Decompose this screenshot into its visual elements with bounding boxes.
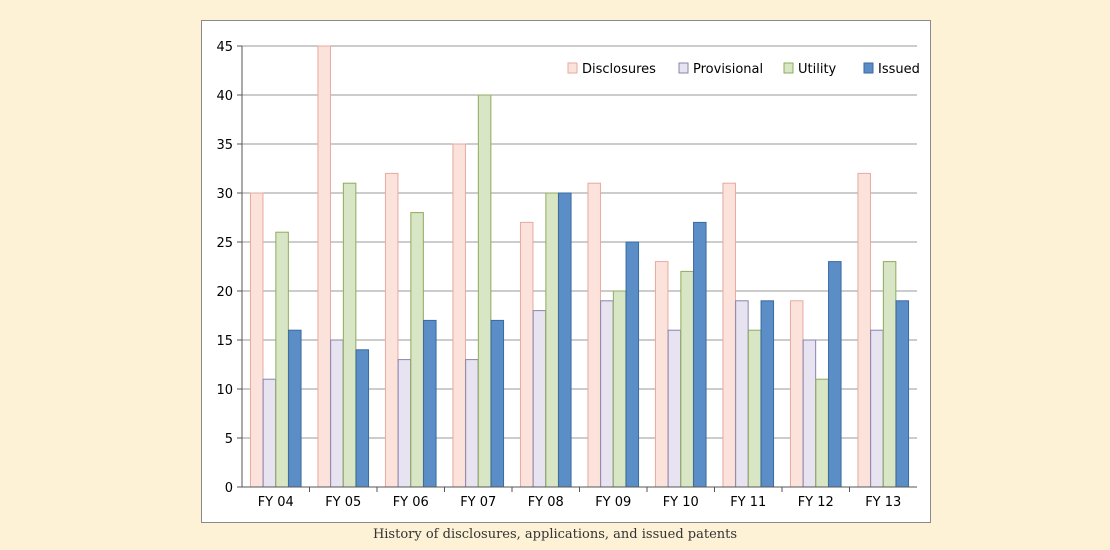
bar-disclosures-fy07 xyxy=(452,143,466,488)
bar-utility-fy09 xyxy=(612,290,627,488)
bar-provisional-fy11 xyxy=(735,300,749,488)
bar-issued-fy06 xyxy=(423,319,437,488)
legend-swatch-provisional xyxy=(678,62,689,74)
bar-issued-fy11 xyxy=(760,300,775,488)
bar-provisional-fy06 xyxy=(397,359,412,488)
bar-disclosures-fy08 xyxy=(519,221,534,488)
x-tick-label: FY 12 xyxy=(798,495,834,510)
bar-utility-fy06 xyxy=(410,212,424,488)
bar-disclosures-fy13 xyxy=(857,172,871,488)
bar-issued-fy13 xyxy=(895,300,910,488)
bar-utility-fy04 xyxy=(275,231,289,488)
y-tick-label: 30 xyxy=(216,187,233,202)
bar-disclosures-fy06 xyxy=(384,172,399,488)
x-tick-label: FY 07 xyxy=(460,495,496,510)
bar-provisional-fy07 xyxy=(465,359,479,488)
bar-disclosures-fy05 xyxy=(317,45,331,488)
bar-issued-fy05 xyxy=(355,349,370,488)
bar-disclosures-fy04 xyxy=(249,192,264,488)
x-tick-label: FY 05 xyxy=(325,495,361,510)
bar-disclosures-fy11 xyxy=(722,182,736,488)
figure-caption: History of disclosures, applications, an… xyxy=(372,527,738,542)
legend-swatch-utility xyxy=(783,62,794,74)
y-tick-label: 20 xyxy=(216,285,233,300)
bar-provisional-fy08 xyxy=(532,310,547,488)
bar-utility-fy13 xyxy=(882,261,897,488)
bar-disclosures-fy09 xyxy=(587,182,601,488)
bar-provisional-fy13 xyxy=(870,329,884,488)
bar-provisional-fy05 xyxy=(330,339,344,488)
bar-provisional-fy09 xyxy=(600,300,614,488)
bar-issued-fy08 xyxy=(558,192,572,488)
x-tick-label: FY 13 xyxy=(865,495,901,510)
legend-label-disclosures: Disclosures xyxy=(582,62,656,77)
bar-chart: 0 5 10 15 20 25 30 35 40 45 FY 04 FY 05 FY 06 FY 07 FY… xyxy=(216,40,920,510)
bar-disclosures-fy12 xyxy=(789,300,804,488)
y-tick-label: 25 xyxy=(216,236,233,251)
bar-issued-fy10 xyxy=(693,221,707,488)
x-tick-label: FY 09 xyxy=(595,495,631,510)
y-tick-label: 10 xyxy=(216,383,233,398)
bar-provisional-fy04 xyxy=(262,378,277,488)
y-tick-label: 40 xyxy=(216,89,233,104)
x-tick-label: FY 04 xyxy=(258,495,294,510)
y-tick-label: 5 xyxy=(225,432,233,447)
legend-label-provisional: Provisional xyxy=(693,62,763,77)
x-tick-label: FY 11 xyxy=(730,495,766,510)
legend-label-utility: Utility xyxy=(798,62,837,77)
y-tick-label: 45 xyxy=(216,40,233,55)
bar-utility-fy08 xyxy=(545,192,559,488)
y-tick-label: 35 xyxy=(216,138,233,153)
bar-issued-fy12 xyxy=(828,261,842,488)
chart-panel: 0 5 10 15 20 25 30 35 40 45 FY 04 FY 05 FY 06 FY 07 FY… xyxy=(201,20,931,523)
x-tick-label: FY 08 xyxy=(528,495,564,510)
y-tick-label: 0 xyxy=(225,481,233,496)
bar-utility-fy07 xyxy=(477,94,492,488)
legend: Disclosures Provisional Utility Issued xyxy=(567,62,920,77)
bar-issued-fy07 xyxy=(490,319,505,488)
x-tick-label: FY 06 xyxy=(393,495,429,510)
bar-issued-fy09 xyxy=(625,241,640,488)
bar-utility-fy12 xyxy=(815,378,829,488)
bar-utility-fy11 xyxy=(747,329,762,488)
bar-utility-fy05 xyxy=(342,182,357,488)
bars xyxy=(249,45,910,488)
legend-label-issued: Issued xyxy=(878,62,920,77)
legend-swatch-disclosures xyxy=(567,62,578,74)
y-tick-label: 15 xyxy=(216,334,233,349)
x-tick-label: FY 10 xyxy=(663,495,699,510)
bar-disclosures-fy10 xyxy=(654,261,669,488)
axes: 0 5 10 15 20 25 30 35 40 45 FY 04 FY 05 FY 06 FY 07 FY… xyxy=(216,40,917,510)
bar-provisional-fy10 xyxy=(667,329,682,488)
bar-utility-fy10 xyxy=(680,270,694,488)
bar-issued-fy04 xyxy=(288,329,302,488)
bar-provisional-fy12 xyxy=(802,339,817,488)
legend-swatch-issued xyxy=(863,62,874,74)
